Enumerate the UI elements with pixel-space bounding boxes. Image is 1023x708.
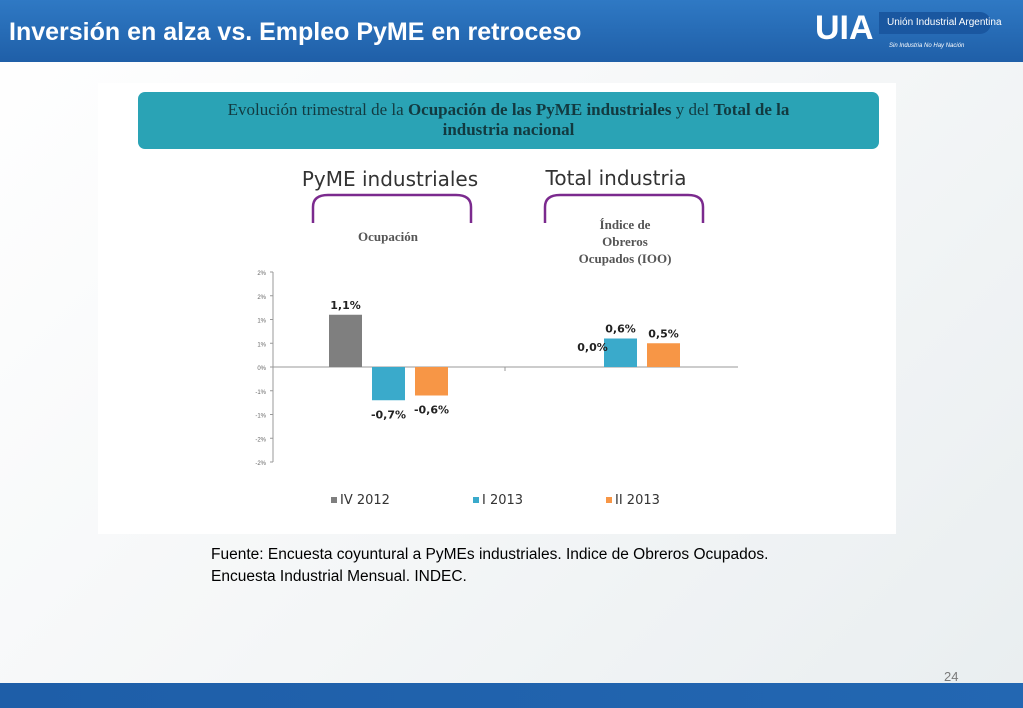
sublabel-ioo-line-3: Ocupados (IOO) xyxy=(579,251,672,266)
sublabel-ioo-line-2: Obreros xyxy=(602,234,648,249)
bar-ii-2013 xyxy=(647,343,680,367)
page-number: 24 xyxy=(944,669,959,684)
legend-swatch xyxy=(606,497,612,503)
bar-i-2013 xyxy=(604,338,637,367)
data-label: 1,1% xyxy=(330,299,361,312)
y-tick-label: 1% xyxy=(257,319,266,325)
logo-tagline: Sin Industria No Hay Nación xyxy=(889,43,965,49)
header-bar: Inversión en alza vs. Empleo PyME en ret… xyxy=(0,0,1023,62)
sublabel-ioo-line-1: Índice de xyxy=(600,217,651,232)
bar-iv-2012 xyxy=(329,314,362,367)
y-tick-label: -1% xyxy=(255,390,266,396)
uia-logo-mark: UIA xyxy=(815,9,874,45)
banner-bold-2: Total de la industria nacional xyxy=(442,100,790,139)
legend-label: IV 2012 xyxy=(340,493,390,508)
y-tick-label: -2% xyxy=(255,461,266,467)
data-label: -0,7% xyxy=(371,408,406,421)
bar-ii-2013 xyxy=(415,367,448,396)
footer-bar xyxy=(0,683,1023,708)
group-heading-pyme: PyME industriales xyxy=(302,167,478,191)
y-tick-label: 0% xyxy=(257,366,266,372)
uia-logo: UIA Unión Industrial Argentina Sin Indus… xyxy=(813,5,1002,59)
y-tick-label: 1% xyxy=(257,342,266,348)
chart-axes: 2% 2% 1% 1% 0% -1% -1% -2% -2% xyxy=(255,271,738,467)
bracket-total xyxy=(543,193,705,223)
data-label: 0,0% xyxy=(577,341,608,354)
y-tick-label: -2% xyxy=(255,437,266,443)
y-tick-label: 2% xyxy=(257,295,266,301)
bar-i-2013 xyxy=(372,367,405,401)
bar-chart: PyME industriales Total industria Ocupac… xyxy=(255,166,738,508)
chart-data-labels: 1,1% 0,0% -0,7% 0,6% -0,6% 0,5% xyxy=(330,299,679,422)
group-heading-total: Total industria xyxy=(545,166,687,190)
banner-text-1: Evolución trimestral de la xyxy=(227,100,408,119)
data-label: -0,6% xyxy=(414,404,449,417)
sublabel-ocupacion: Ocupación xyxy=(358,229,419,244)
banner-bold-1: Ocupación de las PyME industriales xyxy=(407,100,672,119)
logo-name: Unión Industrial Argentina xyxy=(879,12,1002,34)
legend-label: II 2013 xyxy=(615,493,660,508)
chart-bars xyxy=(329,314,680,401)
source-note: Fuente: Encuesta coyuntural a PyMEs indu… xyxy=(211,546,769,585)
data-label: 0,6% xyxy=(605,323,636,336)
y-tick-label: 2% xyxy=(257,271,266,277)
logo-mark-text: UIA xyxy=(815,9,874,45)
bracket-pyme xyxy=(311,193,473,223)
legend-swatch xyxy=(473,497,479,503)
legend-label: I 2013 xyxy=(482,493,523,508)
data-label: 0,5% xyxy=(648,327,679,340)
legend-swatch xyxy=(331,497,337,503)
chart-banner: Evolución trimestral de la Ocupación de … xyxy=(138,92,879,149)
y-tick-label: -1% xyxy=(255,414,266,420)
chart-figure: Evolución trimestral de la Ocupación de … xyxy=(98,83,896,534)
banner-text-2: y del xyxy=(671,100,714,119)
chart-legend: IV 2012 I 2013 II 2013 xyxy=(331,493,660,508)
slide-title: Inversión en alza vs. Empleo PyME en ret… xyxy=(9,18,582,46)
